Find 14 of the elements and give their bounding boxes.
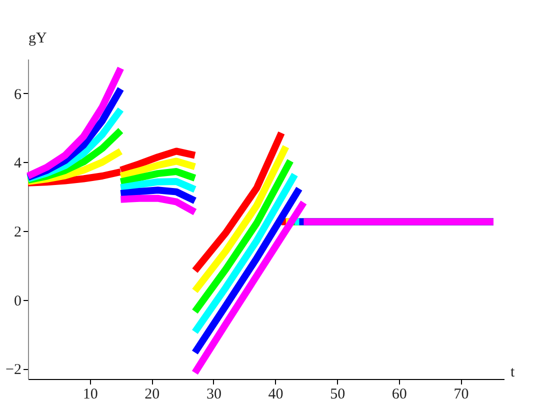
x-tick-label: 70 [454, 386, 469, 402]
y-tick-label: 2 [14, 224, 22, 241]
x-tick-label: 60 [392, 386, 407, 402]
y-tick-label: −2 [6, 362, 22, 378]
x-tick-label: 10 [82, 386, 98, 402]
x-tick-label: 40 [268, 386, 284, 402]
y-tick-label: 0 [14, 293, 22, 310]
x-tick-label: 20 [144, 386, 160, 402]
y-axis-title: gY [28, 30, 47, 46]
x-tick-label: 50 [330, 386, 346, 402]
y-tick-label: 4 [14, 156, 22, 172]
y-tick-label: 6 [14, 86, 22, 103]
x-tick-label: 30 [206, 386, 222, 402]
x-axis-title: t [510, 364, 516, 380]
